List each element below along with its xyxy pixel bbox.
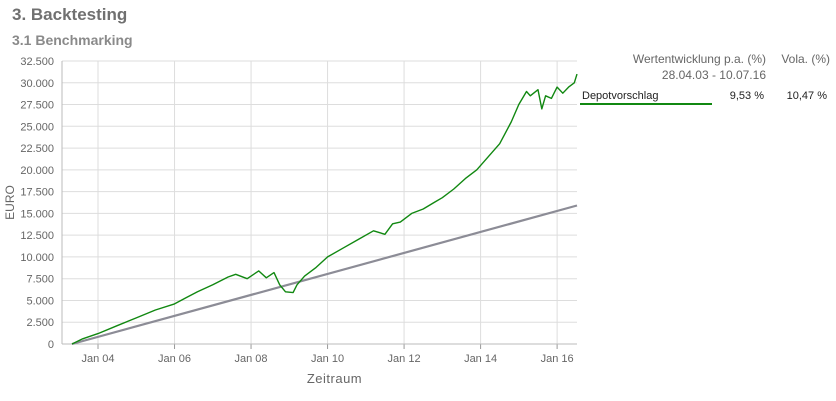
x-tick-label: Jan 04 <box>81 353 114 365</box>
y-tick-label: 10.000 <box>20 252 54 264</box>
x-tick-label: Jan 14 <box>464 353 497 365</box>
y-tick-label: 30.000 <box>20 78 54 90</box>
legend-series-perf: 9,53 % <box>729 90 764 102</box>
y-tick-label: 27.500 <box>20 100 54 112</box>
y-tick-label: 0 <box>48 339 54 351</box>
series-line-benchmark <box>71 204 578 346</box>
page-heading: 3. Backtesting <box>12 5 128 24</box>
y-tick-label: 25.000 <box>20 121 54 133</box>
x-tick-label: Jan 08 <box>235 353 268 365</box>
legend-col-vol: Vola. (%) <box>781 52 830 66</box>
legend-series-vol: 10,47 % <box>786 90 827 102</box>
legend-swatch <box>580 103 712 105</box>
series-line-depotvorschlag <box>71 73 578 345</box>
x-tick-label: Jan 16 <box>541 353 574 365</box>
y-tick-label: 20.000 <box>20 165 54 177</box>
legend-col-perf: Wertentwicklung p.a. (%) <box>632 52 766 66</box>
x-tick-label: Jan 12 <box>388 353 421 365</box>
y-tick-label: 5.000 <box>26 295 54 307</box>
legend-series-name: Depotvorschlag <box>582 90 659 102</box>
page-subheading: 3.1 Benchmarking <box>12 32 133 48</box>
y-axis-label: EURO <box>3 185 17 220</box>
y-tick-label: 17.500 <box>20 187 54 199</box>
y-tick-label: 12.500 <box>20 230 54 242</box>
y-tick-label: 22.500 <box>20 143 54 155</box>
y-tick-label: 15.000 <box>20 208 54 220</box>
legend-period: 28.04.03 - 10.07.16 <box>661 68 766 82</box>
x-tick-label: Jan 06 <box>158 353 191 365</box>
x-tick-label: Jan 10 <box>311 353 344 365</box>
y-tick-label: 2.500 <box>26 317 54 329</box>
y-tick-label: 7.500 <box>26 274 54 286</box>
y-tick-label: 32.500 <box>20 56 54 68</box>
legend-row-depot: Depotvorschlag 9,53 % 10,47 % <box>580 90 830 106</box>
x-axis-label: Zeitraum <box>307 371 362 386</box>
